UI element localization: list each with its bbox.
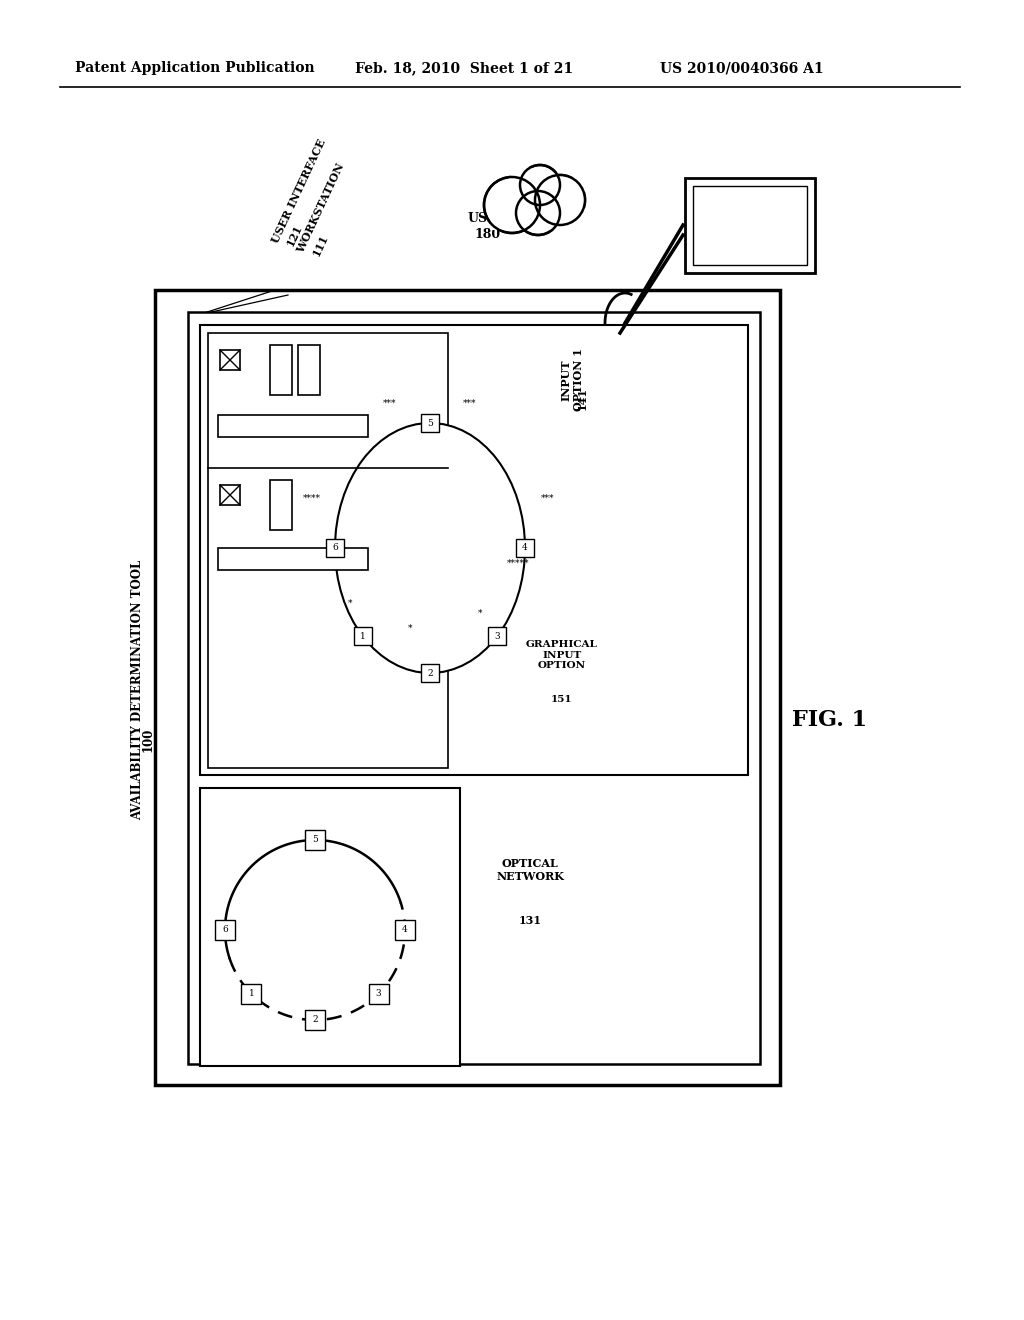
Bar [488, 627, 506, 645]
Text: FIG. 1: FIG. 1 [793, 709, 867, 731]
Text: 2: 2 [312, 1015, 317, 1024]
Bar [305, 1010, 325, 1030]
Text: 6: 6 [332, 544, 338, 553]
Text: 151: 151 [551, 696, 572, 705]
Bar [208, 333, 449, 768]
Text: *: * [348, 598, 352, 607]
Text: WORKSTATION: WORKSTATION [295, 161, 346, 255]
Bar [270, 480, 292, 531]
Text: USER: USER [468, 211, 508, 224]
Text: GRAPHICAL
INPUT
OPTION: GRAPHICAL INPUT OPTION [526, 640, 598, 671]
Bar [220, 484, 240, 506]
Bar [516, 539, 534, 557]
Text: ***: *** [542, 494, 555, 503]
Bar [270, 345, 292, 395]
Text: 131: 131 [518, 915, 542, 925]
Bar [188, 312, 760, 1064]
Text: 5: 5 [312, 836, 317, 845]
Ellipse shape [335, 422, 525, 673]
Bar [155, 290, 780, 1085]
Text: Patent Application Publication: Patent Application Publication [75, 61, 314, 75]
Text: OPTICAL
NETWORK: OPTICAL NETWORK [496, 858, 564, 882]
Text: INPUT
OPTION 1: INPUT OPTION 1 [560, 348, 584, 412]
Text: ****: **** [303, 494, 321, 503]
Bar [685, 178, 815, 273]
Bar [215, 920, 234, 940]
Text: 2: 2 [427, 668, 433, 677]
Text: 4: 4 [522, 544, 528, 553]
Bar [220, 350, 240, 370]
Text: 121: 121 [285, 223, 304, 248]
Text: *: * [408, 623, 413, 632]
Text: ***: *** [383, 399, 396, 408]
Text: 1: 1 [360, 632, 366, 642]
Text: AVAILABILITY DETERMINATION TOOL: AVAILABILITY DETERMINATION TOOL [131, 560, 144, 820]
Text: 111: 111 [311, 232, 331, 257]
Text: 180: 180 [475, 228, 501, 242]
Text: ***: *** [463, 399, 477, 408]
Text: *: * [478, 609, 482, 618]
Text: USER INTERFACE: USER INTERFACE [270, 137, 328, 246]
Bar [242, 983, 261, 1003]
Bar [354, 627, 372, 645]
Bar [421, 664, 439, 682]
Bar [693, 186, 807, 265]
Text: 5: 5 [427, 418, 433, 428]
Text: Feb. 18, 2010  Sheet 1 of 21: Feb. 18, 2010 Sheet 1 of 21 [355, 61, 573, 75]
Bar [421, 414, 439, 432]
Circle shape [520, 165, 560, 205]
Bar [200, 788, 460, 1067]
Bar [200, 325, 748, 775]
Bar [305, 830, 325, 850]
Text: 3: 3 [495, 632, 500, 642]
Text: 141: 141 [577, 387, 588, 409]
Text: 6: 6 [222, 925, 228, 935]
Circle shape [484, 177, 540, 234]
Bar [218, 414, 368, 437]
Bar [395, 920, 415, 940]
Circle shape [516, 191, 560, 235]
Bar [369, 983, 389, 1003]
Text: 4: 4 [402, 925, 408, 935]
Polygon shape [490, 165, 585, 230]
Text: 1: 1 [249, 989, 254, 998]
Text: US 2010/0040366 A1: US 2010/0040366 A1 [660, 61, 823, 75]
Bar [298, 345, 319, 395]
Text: 3: 3 [376, 989, 382, 998]
Text: *****: ***** [507, 558, 529, 568]
Circle shape [535, 176, 585, 224]
Bar [326, 539, 344, 557]
Text: 100: 100 [141, 727, 155, 752]
Bar [218, 548, 368, 570]
